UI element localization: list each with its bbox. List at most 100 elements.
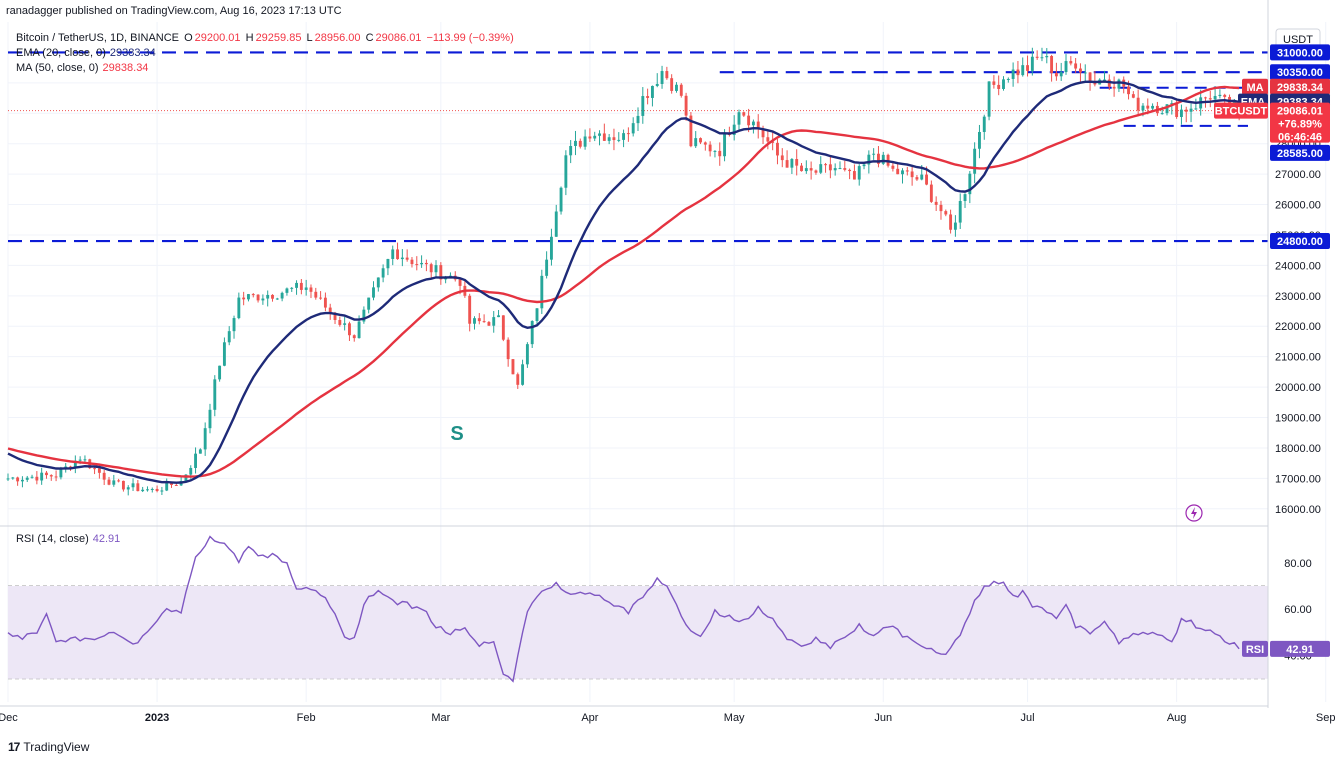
candle-body (1184, 109, 1188, 112)
candle-body (929, 184, 933, 202)
candle-body (689, 115, 693, 147)
candle-body (160, 490, 164, 492)
candle-body (150, 488, 154, 490)
candle-body (386, 258, 390, 269)
time-tick-label: May (724, 712, 745, 724)
symbol-label: Bitcoin / TetherUS, 1D, BINANCE (16, 32, 180, 44)
tradingview-logo[interactable]: 17 TradingView (8, 740, 90, 754)
price-tag-box (1242, 78, 1268, 95)
candle-body (699, 138, 702, 143)
candle-body (982, 116, 986, 132)
ema-legend[interactable]: EMA (20, close, 0) 29383.34 (16, 47, 156, 59)
candle-body (732, 124, 736, 135)
price-tag-label: 42.91 (1286, 644, 1314, 656)
candle-body (852, 171, 856, 180)
candle-body (737, 112, 741, 125)
candle-body (1026, 65, 1029, 71)
candle-body (804, 168, 808, 172)
candle-body (896, 168, 900, 175)
candle-body (367, 297, 371, 310)
candle-body (934, 201, 938, 205)
candle-body (973, 148, 977, 174)
candle-body (1112, 86, 1116, 89)
time-tick-label: Mar (431, 712, 450, 724)
candle-body (617, 139, 621, 141)
candle-body (881, 154, 885, 164)
candle-body (780, 155, 784, 161)
candle-body (439, 265, 443, 280)
candle-body (290, 287, 294, 289)
last-price-box (1270, 102, 1330, 143)
candle-body (1021, 65, 1025, 76)
candle-body (1079, 68, 1082, 73)
tradingview-logo-icon: 17 (8, 740, 20, 754)
candle-body (1141, 105, 1145, 111)
candle-body (1035, 56, 1039, 58)
candle-body (776, 142, 779, 156)
candle-body (814, 170, 818, 173)
candle-body (641, 96, 645, 116)
candle-body (242, 297, 246, 300)
time-tick-label: Aug (1167, 712, 1187, 724)
candle-body (16, 477, 20, 482)
candle-body (184, 474, 188, 481)
ma-legend[interactable]: MA (50, close, 0) 29838.34 (16, 62, 149, 74)
published-text: ranadagger published on TradingView.com,… (6, 5, 342, 17)
candle-body (357, 321, 361, 339)
candle-body (1083, 72, 1087, 74)
price-tag-box (1270, 44, 1330, 61)
candle-body (222, 342, 226, 366)
time-tick-label: Jun (874, 712, 892, 724)
lightning-icon[interactable] (1185, 504, 1203, 522)
candle-body (410, 259, 414, 265)
candle-body (117, 480, 121, 482)
candle-body (1016, 69, 1020, 76)
last-price-label: 29086.01 (1277, 106, 1323, 118)
candle-body (1006, 78, 1010, 80)
candle-body (376, 277, 380, 288)
ma-50-line (7, 85, 1240, 478)
candle-body (1175, 103, 1179, 117)
rsi-legend[interactable]: RSI (14, close) 42.91 (16, 533, 121, 545)
candle-body (1117, 79, 1121, 89)
candle-body (828, 164, 832, 171)
candle-body (1160, 113, 1164, 115)
price-tag-label: BTCUSDT (1215, 106, 1268, 118)
price-tag-label: 31000.00 (1277, 47, 1323, 59)
candle-body (352, 335, 356, 339)
candle-body (400, 257, 404, 260)
candle-body (40, 472, 44, 481)
candle-body (93, 468, 97, 470)
candle-body (718, 150, 722, 157)
candle-body (588, 136, 592, 139)
price-tick-label: 20000.00 (1275, 382, 1321, 394)
candle-body (622, 133, 626, 140)
candle-body (275, 298, 279, 300)
candle-body (477, 318, 481, 322)
rsi-tick-label: 60.00 (1284, 604, 1312, 616)
candle-body (626, 133, 630, 135)
candle-body (968, 173, 972, 195)
price-tick-label: 16000.00 (1275, 504, 1321, 516)
candle-body (1179, 109, 1183, 117)
candle-body (1151, 105, 1155, 109)
candle-body (1040, 57, 1044, 59)
candle-body (319, 297, 323, 299)
candle-body (299, 282, 303, 290)
candle-body (112, 480, 116, 485)
price-tag-box (1270, 78, 1330, 95)
candle-body (1103, 79, 1106, 81)
candle-body (545, 259, 549, 276)
candle-body (1088, 72, 1092, 82)
candle-body (1011, 69, 1015, 79)
candle-body (415, 264, 419, 266)
candle-body (247, 294, 250, 300)
candle-body (1045, 55, 1049, 58)
candle-body (59, 469, 63, 478)
candle-body (819, 164, 823, 173)
candle-body (121, 480, 125, 490)
candle-body (862, 164, 866, 167)
candle-body (525, 344, 529, 365)
candle-body (146, 489, 149, 491)
